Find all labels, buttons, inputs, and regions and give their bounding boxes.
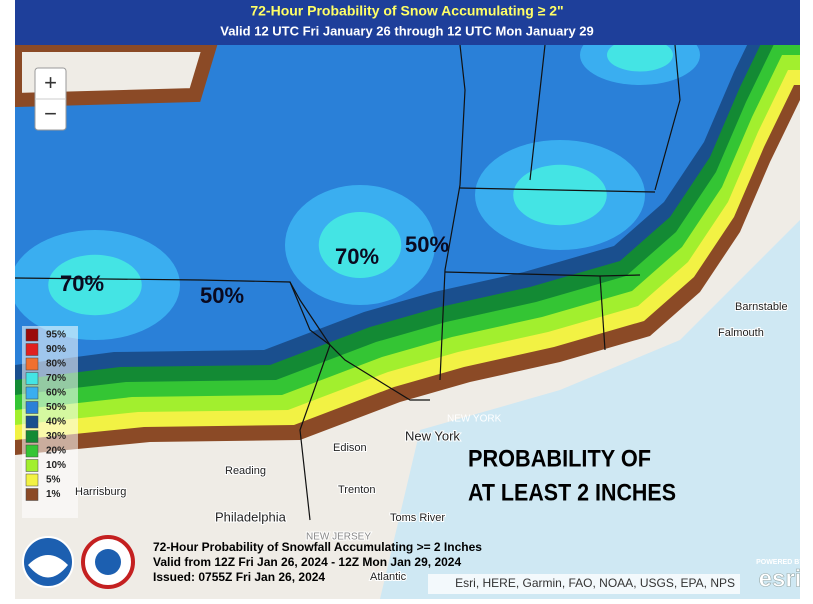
- place-label: New York: [405, 428, 460, 443]
- zoom-out[interactable]: −: [44, 101, 57, 126]
- legend-label: 60%: [46, 388, 66, 399]
- border: [459, 187, 656, 193]
- legend-swatch: [25, 386, 39, 400]
- legend-label: 95%: [46, 330, 66, 341]
- legend-label: 1%: [46, 489, 61, 500]
- legend-swatch: [25, 459, 39, 472]
- annotation-line: AT LEAST 2 INCHES: [468, 479, 676, 506]
- legend-swatch: [25, 473, 39, 487]
- nws-center: [95, 549, 121, 575]
- info-line: 72-Hour Probability of Snowfall Accumula…: [153, 540, 482, 554]
- legend-label: 40%: [46, 417, 66, 428]
- left-margin: [0, 0, 15, 599]
- blob: [48, 254, 142, 316]
- border: [529, 44, 546, 181]
- place-label: Philadelphia: [215, 509, 287, 524]
- ocean: [380, 220, 800, 599]
- esri-logo: esri: [759, 565, 802, 592]
- zoom-control: + −: [34, 67, 67, 131]
- legend-label: 90%: [46, 344, 66, 355]
- legend-label: 5%: [46, 475, 61, 486]
- info-line: Issued: 0755Z Fri Jan 26, 2024: [153, 570, 325, 584]
- blob: [513, 164, 607, 226]
- right-margin: [800, 0, 813, 599]
- noaa-wave: [28, 555, 68, 578]
- legend-label: 80%: [46, 359, 66, 370]
- contour-label: 70%: [60, 271, 104, 296]
- border: [654, 44, 681, 191]
- place-label: Falmouth: [718, 327, 764, 339]
- legend-swatch: [25, 430, 39, 443]
- legend: 95% 90% 80% 70% 60% 50% 40% 30% 20% 10% 5% 1%: [22, 326, 78, 518]
- contour-label: 50%: [405, 232, 449, 257]
- zoom-in[interactable]: +: [44, 70, 57, 95]
- annotation-line: PROBABILITY OF: [468, 445, 651, 472]
- blob: [318, 212, 402, 278]
- place-label: Atlantic: [370, 571, 407, 583]
- border: [289, 281, 331, 346]
- legend-label: 30%: [46, 431, 66, 442]
- attribution-bg: [428, 574, 740, 594]
- legend-label: 50%: [46, 402, 66, 413]
- place-label: Edison: [333, 442, 367, 454]
- esri-powered: POWERED BY: [756, 559, 804, 566]
- legend-swatch: [25, 415, 39, 429]
- border: [14, 277, 430, 401]
- border: [299, 344, 331, 521]
- legend-swatch: [25, 328, 39, 342]
- legend-swatch: [25, 372, 39, 385]
- place-label: Reading: [225, 465, 266, 477]
- map-labels: 70% 50% 70% 50% New York NEW YORK Edison Readin…: [60, 232, 789, 584]
- place-label: NEW JERSEY: [306, 532, 371, 543]
- place-label: Trenton: [338, 484, 376, 496]
- place-label: Toms River: [390, 512, 445, 524]
- place-label: Harrisburg: [75, 486, 126, 498]
- info-line: Valid from 12Z Fri Jan 26, 2024 - 12Z Mo…: [153, 555, 461, 569]
- legend-swatch: [25, 343, 39, 356]
- attribution: Esri, HERE, Garmin, FAO, NOAA, USGS, EPA…: [455, 576, 735, 590]
- place-label: NEW YORK: [447, 414, 502, 425]
- legend-swatch: [25, 357, 39, 371]
- legend-swatch: [25, 488, 39, 501]
- border: [599, 275, 606, 351]
- legend-swatch: [25, 401, 39, 414]
- subtitle: Valid 12 UTC Fri January 26 through 12 U…: [220, 23, 594, 38]
- legend-label: 10%: [46, 460, 66, 471]
- legend-label: 20%: [46, 446, 66, 457]
- legend-swatch: [25, 444, 39, 458]
- info-box: 72-Hour Probability of Snowfall Accumula…: [153, 540, 482, 584]
- place-label: Barnstable: [735, 301, 788, 313]
- title: 72-Hour Probability of Snow Accumulating…: [250, 3, 563, 19]
- probability-blobs: [10, 25, 700, 340]
- logos: [22, 535, 135, 589]
- contour-label: 50%: [200, 283, 244, 308]
- legend-label: 70%: [46, 373, 66, 384]
- band: [15, 10, 800, 365]
- border: [439, 44, 466, 381]
- state-borders: [14, 44, 681, 521]
- contour-label: 70%: [335, 244, 379, 269]
- blob: [607, 38, 673, 72]
- header-bar: [15, 0, 800, 45]
